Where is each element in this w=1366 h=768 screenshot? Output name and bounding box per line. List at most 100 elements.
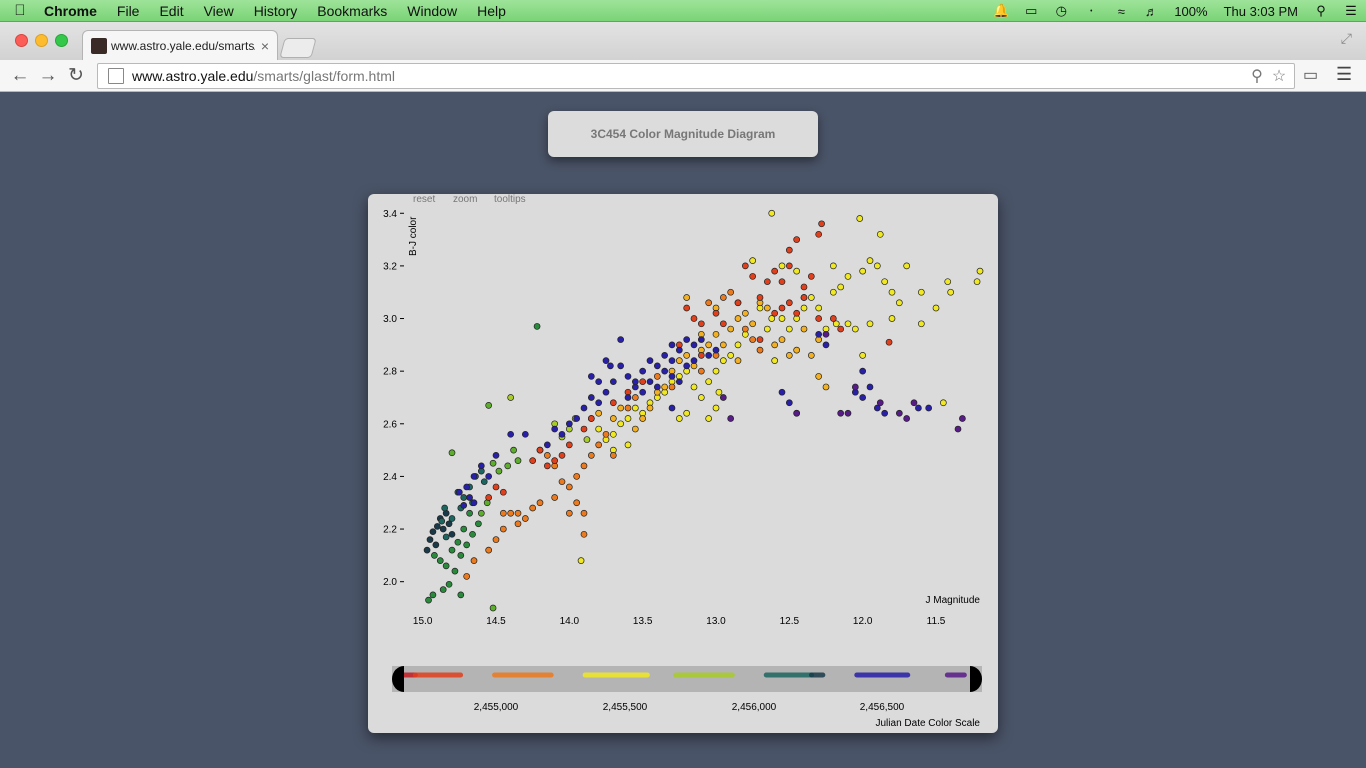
browser-tab[interactable]: www.astro.yale.edu/smarts/glast/form.htm…: [82, 30, 278, 60]
menu-file[interactable]: File: [116, 2, 140, 19]
menu-edit[interactable]: Edit: [159, 2, 184, 19]
data-point: [617, 420, 625, 428]
data-point: [514, 457, 522, 464]
data-point: [521, 515, 529, 522]
data-point: [954, 425, 962, 433]
y-tick-label: 2.8: [383, 367, 397, 378]
data-point: [609, 378, 617, 386]
data-point: [741, 309, 749, 317]
zoom-control[interactable]: zoom: [453, 194, 478, 205]
data-point: [807, 273, 815, 280]
back-arrow-icon[interactable]: ←: [10, 65, 30, 86]
data-point: [697, 336, 705, 343]
forward-arrow-icon[interactable]: →: [38, 65, 58, 86]
data-point: [485, 473, 493, 480]
new-tab-button[interactable]: [279, 38, 317, 58]
scatter-chart: 2.0 2.2 2.4 2.6 2.8 3.0 3.2 3.4 B-J color 15.0 14…: [383, 209, 984, 729]
battery-percent[interactable]: 100%: [1174, 3, 1208, 19]
data-point: [903, 262, 911, 270]
data-point: [910, 399, 918, 407]
data-point: [690, 315, 698, 322]
reset-control[interactable]: reset: [413, 194, 436, 205]
data-point: [565, 483, 573, 491]
menu-help[interactable]: Help: [477, 2, 506, 19]
data-point: [489, 459, 497, 467]
menu-view[interactable]: View: [203, 2, 234, 19]
spotlight-search-icon[interactable]: ⚲: [1316, 3, 1326, 18]
data-point: [631, 425, 639, 433]
menu-bookmarks[interactable]: Bookmarks: [317, 2, 388, 19]
x-axis-label: J Magnitude: [926, 595, 981, 606]
time-machine-icon[interactable]: ◷: [1055, 3, 1067, 18]
reload-icon[interactable]: ↻: [68, 65, 84, 86]
x-tick-label: 11.5: [927, 616, 946, 627]
chrome-menu-icon[interactable]: ☰: [1336, 64, 1353, 84]
data-point: [873, 262, 881, 270]
y-axis-label: B-J color: [408, 216, 419, 256]
address-bar[interactable]: www.astro.yale.edu/smarts/glast/form.htm…: [97, 63, 1295, 89]
url-path: /smarts/glast/form.html: [253, 68, 395, 84]
data-point: [675, 357, 683, 364]
data-point: [683, 304, 691, 312]
data-point: [844, 273, 852, 280]
data-point: [768, 315, 776, 322]
data-point: [727, 288, 735, 296]
data-point: [460, 494, 468, 501]
data-point: [442, 562, 450, 570]
data-point: [607, 362, 614, 370]
menu-app-name[interactable]: Chrome: [44, 2, 97, 19]
window-minimize-button[interactable]: [35, 34, 48, 47]
data-point: [558, 452, 566, 459]
menu-history[interactable]: History: [253, 2, 298, 19]
data-point: [646, 357, 654, 364]
data-point: [448, 546, 456, 554]
zoom-magnifier-icon[interactable]: ⚲: [1251, 68, 1263, 85]
data-point: [551, 425, 559, 433]
data-point: [903, 415, 911, 422]
wifi-icon[interactable]: ≈: [1117, 3, 1125, 19]
data-point: [749, 273, 757, 280]
data-point: [442, 533, 450, 541]
data-point: [705, 299, 713, 307]
x-tick-label: 13.5: [633, 616, 653, 627]
data-point: [463, 573, 471, 580]
data-point: [749, 336, 757, 343]
fullscreen-icon[interactable]: ⤢: [1340, 30, 1352, 46]
data-point: [668, 383, 676, 391]
data-point: [668, 373, 676, 380]
window-maximize-button[interactable]: [55, 34, 68, 47]
data-point: [741, 325, 749, 333]
data-point: [888, 288, 896, 296]
data-point: [925, 404, 933, 412]
tab-close-icon[interactable]: ×: [260, 37, 269, 54]
data-point: [558, 478, 566, 486]
data-point: [939, 399, 947, 407]
data-point: [448, 530, 456, 538]
data-point: [885, 338, 893, 346]
bookmark-star-icon[interactable]: ☆: [1271, 68, 1287, 85]
data-point: [477, 462, 485, 470]
window-close-button[interactable]: [15, 34, 28, 47]
menu-window[interactable]: Window: [407, 2, 458, 19]
tooltips-control[interactable]: tooltips: [494, 194, 526, 205]
clock[interactable]: Thu 3:03 PM: [1223, 3, 1298, 19]
apple-icon[interactable]: : [0, 2, 40, 19]
notification-center-icon[interactable]: ☰: [1345, 3, 1357, 18]
notification-bell-icon[interactable]: 🔔: [993, 3, 1010, 18]
julian-date-colorbar[interactable]: 2,455,000 2,455,500 2,456,000 2,456,500 Juli…: [392, 666, 982, 729]
data-point: [580, 404, 588, 412]
data-point: [433, 523, 441, 530]
data-point: [580, 509, 588, 517]
tab-title: www.astro.yale.edu/smarts/glast/form.htm…: [111, 38, 255, 53]
data-point: [917, 320, 925, 328]
cast-icon[interactable]: ▭: [1303, 67, 1319, 84]
airplay-icon[interactable]: ▭: [1025, 3, 1038, 18]
volume-icon[interactable]: ♬: [1144, 3, 1158, 19]
data-point: [785, 352, 793, 359]
data-point: [947, 288, 955, 296]
page-title-box: 3C454 Color Magnitude Diagram: [548, 111, 818, 157]
y-tick-label: 3.4: [383, 209, 397, 220]
bluetooth-icon[interactable]: ᛫: [1087, 3, 1096, 19]
data-point: [492, 483, 500, 491]
data-point: [587, 394, 595, 401]
